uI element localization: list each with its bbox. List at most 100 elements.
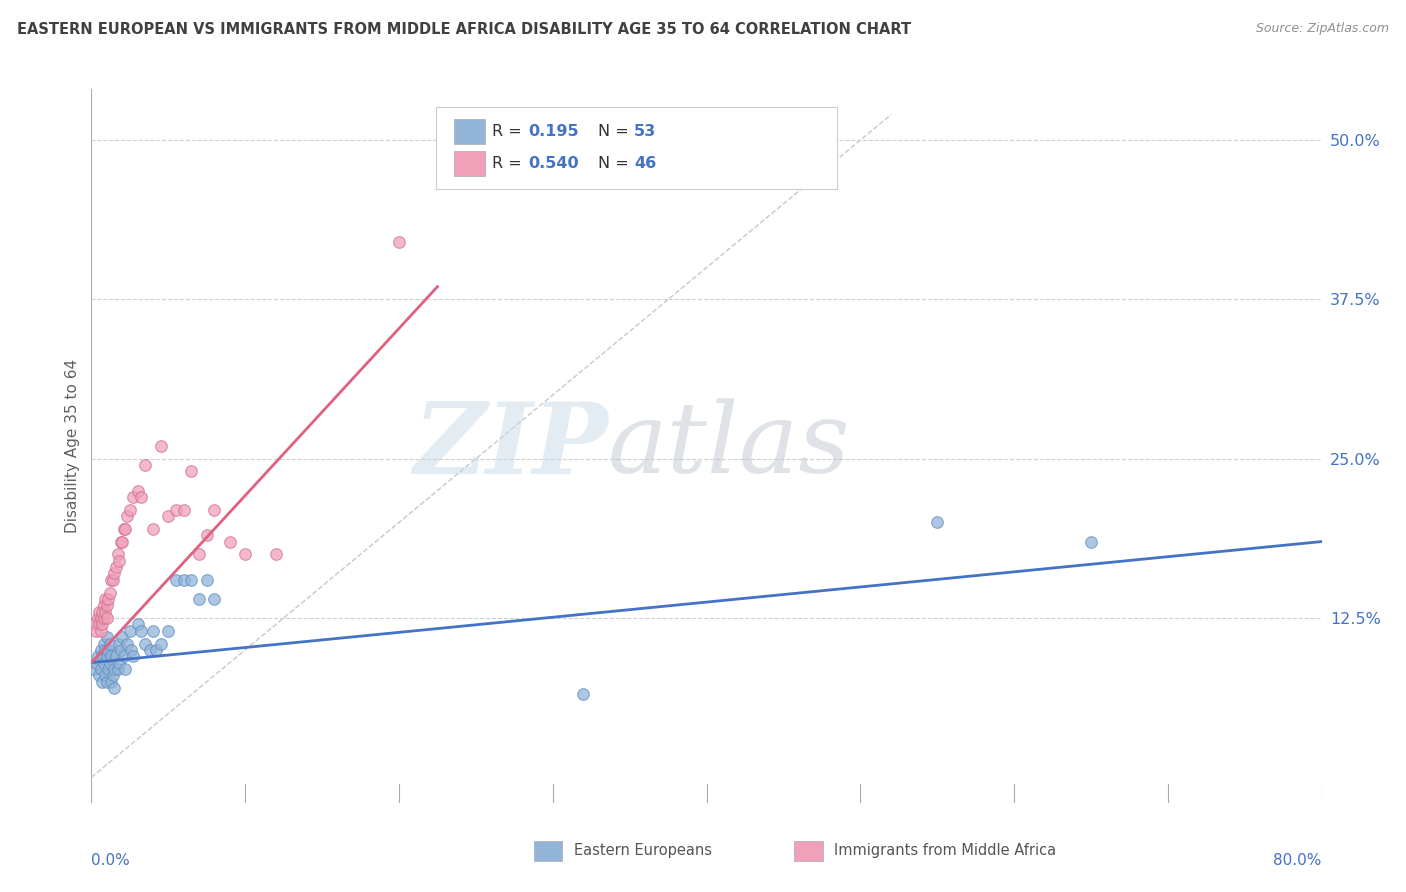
Point xyxy=(195,573,218,587)
Point xyxy=(572,688,595,702)
Text: atlas: atlas xyxy=(607,399,851,493)
Point xyxy=(91,674,114,689)
Point xyxy=(233,547,256,561)
Text: R =: R = xyxy=(492,156,527,170)
Point xyxy=(97,591,120,606)
Point xyxy=(188,591,211,606)
Point xyxy=(139,643,162,657)
Point xyxy=(114,522,136,536)
Point xyxy=(101,668,124,682)
Text: 46: 46 xyxy=(634,156,657,170)
Point xyxy=(165,573,187,587)
Text: Eastern Europeans: Eastern Europeans xyxy=(574,844,711,858)
Point xyxy=(96,611,118,625)
Text: N =: N = xyxy=(598,156,634,170)
Point xyxy=(202,502,225,516)
Point xyxy=(100,674,122,689)
Point xyxy=(114,662,136,676)
Point xyxy=(103,662,125,676)
Point xyxy=(101,573,124,587)
Point xyxy=(87,668,110,682)
Point xyxy=(1080,534,1102,549)
Text: 0.0%: 0.0% xyxy=(91,853,131,868)
Point xyxy=(118,624,141,638)
Point xyxy=(93,656,115,670)
Point xyxy=(83,617,105,632)
Point xyxy=(93,636,115,650)
Point xyxy=(87,617,110,632)
Point xyxy=(96,630,118,644)
Point xyxy=(110,643,132,657)
Point xyxy=(264,547,287,561)
Point xyxy=(91,617,114,632)
Point xyxy=(115,509,138,524)
Point xyxy=(87,605,110,619)
Point xyxy=(111,534,134,549)
Point xyxy=(129,490,152,504)
Point xyxy=(97,643,120,657)
Point xyxy=(91,649,114,664)
Point xyxy=(927,516,949,530)
Point xyxy=(173,573,195,587)
Point xyxy=(112,649,135,664)
Point xyxy=(157,624,180,638)
Point xyxy=(105,649,127,664)
Point xyxy=(97,662,120,676)
Text: 80.0%: 80.0% xyxy=(1274,853,1322,868)
Point xyxy=(86,649,108,664)
Point xyxy=(90,624,112,638)
Point xyxy=(98,656,121,670)
Point xyxy=(98,585,121,599)
Text: Immigrants from Middle Africa: Immigrants from Middle Africa xyxy=(834,844,1056,858)
Point xyxy=(94,591,117,606)
Point xyxy=(108,656,131,670)
Point xyxy=(195,528,218,542)
Text: ZIP: ZIP xyxy=(413,398,607,494)
Y-axis label: Disability Age 35 to 64: Disability Age 35 to 64 xyxy=(65,359,80,533)
Point xyxy=(107,662,129,676)
Point xyxy=(120,643,142,657)
Point xyxy=(90,643,112,657)
Point xyxy=(180,573,202,587)
Point xyxy=(94,668,117,682)
Point xyxy=(96,649,118,664)
Point xyxy=(103,681,125,695)
Point xyxy=(107,547,129,561)
Point xyxy=(93,599,115,613)
Text: 53: 53 xyxy=(634,124,657,138)
Point xyxy=(90,662,112,676)
Point xyxy=(115,636,138,650)
Point xyxy=(105,560,127,574)
Point xyxy=(134,458,156,472)
Point xyxy=(100,649,122,664)
Point xyxy=(165,502,187,516)
Point xyxy=(173,502,195,516)
Point xyxy=(127,617,149,632)
Point xyxy=(149,439,172,453)
Point xyxy=(157,509,180,524)
Point xyxy=(94,643,117,657)
Point xyxy=(111,630,134,644)
Point xyxy=(129,624,152,638)
Text: N =: N = xyxy=(598,124,634,138)
Text: R =: R = xyxy=(492,124,527,138)
Text: 0.195: 0.195 xyxy=(529,124,579,138)
Point xyxy=(127,483,149,498)
Point xyxy=(100,573,122,587)
Point xyxy=(118,502,141,516)
Point xyxy=(149,636,172,650)
Point xyxy=(86,611,108,625)
Point xyxy=(145,643,167,657)
Point xyxy=(108,554,131,568)
Point xyxy=(108,636,131,650)
Point xyxy=(96,599,118,613)
Point xyxy=(142,522,165,536)
Point xyxy=(91,605,114,619)
Point xyxy=(84,656,107,670)
Point xyxy=(83,662,105,676)
Point xyxy=(134,636,156,650)
Point xyxy=(202,591,225,606)
Point xyxy=(98,636,121,650)
Point xyxy=(112,522,135,536)
Point xyxy=(142,624,165,638)
